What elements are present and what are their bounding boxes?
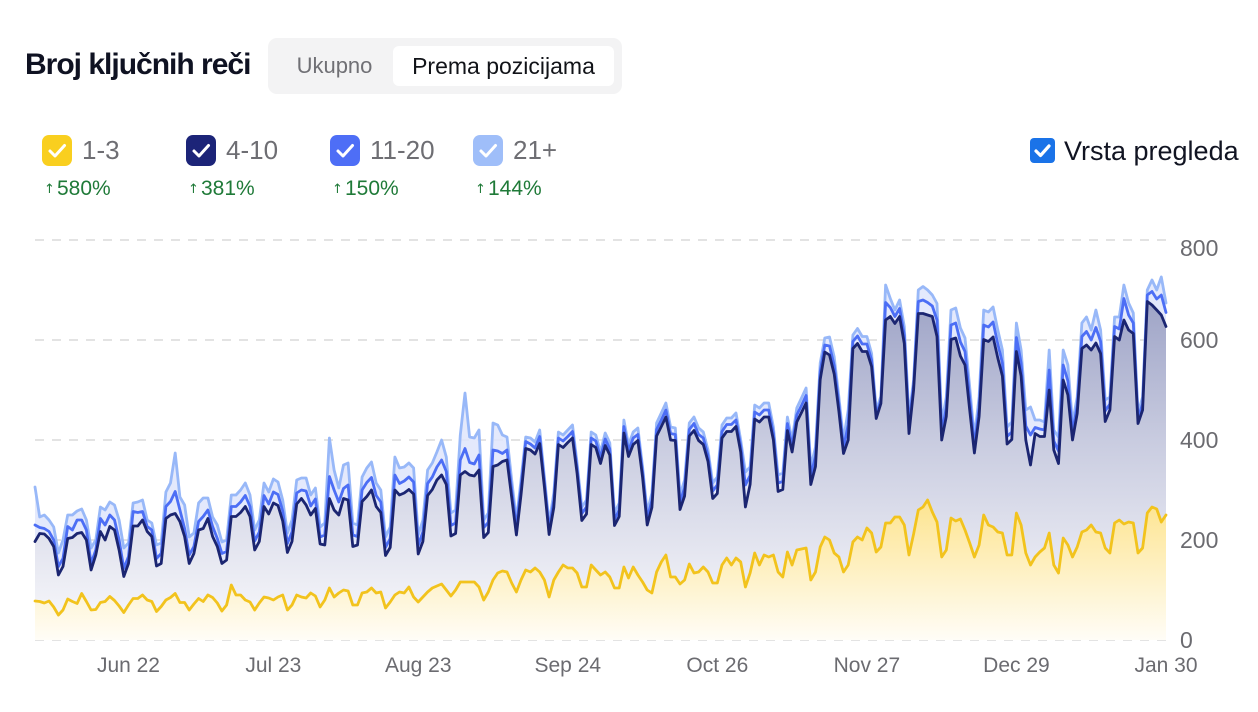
legend-label: 21+ — [513, 135, 558, 165]
change-value: 580% — [57, 177, 111, 200]
x-tick-label: Jun 22 — [97, 654, 160, 677]
arrow-up-icon: ↑ — [332, 182, 343, 197]
y-tick-label: 200 — [1180, 527, 1218, 553]
y-tick-label: 0 — [1180, 627, 1193, 653]
change-value: 144% — [488, 177, 542, 200]
arrow-up-icon: ↑ — [44, 182, 55, 197]
legend-label: 4-10 — [226, 135, 279, 165]
y-tick-label: 400 — [1180, 427, 1218, 453]
checkbox-checked-icon[interactable] — [330, 135, 360, 166]
x-tick-label: Oct 26 — [686, 654, 748, 677]
change-indicator: ↑580% — [42, 176, 111, 202]
legend-item-1-3[interactable]: 1-3 ↑580% — [42, 135, 172, 205]
x-tick-label: Jan 30 — [1134, 654, 1197, 677]
legend-item-11-20[interactable]: 11-20 ↑150% — [330, 135, 460, 205]
x-axis: Jun 22 Jul 23 Aug 23 Sep 24 Oct 26 Nov 27 Dec … — [97, 654, 1198, 677]
checkbox-checked-icon[interactable] — [1030, 138, 1055, 163]
legend-item-4-10[interactable]: 4-10 ↑381% — [186, 135, 316, 205]
x-tick-label: Jul 23 — [245, 654, 301, 677]
series-lines — [33, 275, 1168, 617]
x-tick-label: Dec 29 — [983, 654, 1050, 677]
change-indicator: ↑144% — [473, 176, 542, 202]
x-tick-label: Nov 27 — [834, 654, 901, 677]
checkbox-checked-icon[interactable] — [186, 135, 216, 166]
legend-item-21plus[interactable]: 21+ ↑144% — [473, 135, 603, 205]
page-title: Broj ključnih reči — [25, 48, 251, 81]
tab-prema-pozicijama[interactable]: Prema pozicijama — [393, 46, 614, 86]
arrow-up-icon: ↑ — [475, 182, 486, 197]
change-value: 381% — [201, 177, 255, 200]
legend-label: 11-20 — [370, 135, 435, 165]
tab-ukupno[interactable]: Ukupno — [296, 53, 373, 78]
arrow-up-icon: ↑ — [188, 182, 199, 197]
change-value: 150% — [345, 177, 399, 200]
checkbox-checked-icon[interactable] — [42, 135, 72, 166]
view-mode-segmented-control: Ukupno Prema pozicijama — [268, 38, 622, 94]
y-tick-label: 800 — [1180, 235, 1218, 261]
change-indicator: ↑381% — [186, 176, 255, 202]
y-axis: 0 200 400 600 800 — [1180, 235, 1218, 653]
change-indicator: ↑150% — [330, 176, 399, 202]
checkbox-checked-icon[interactable] — [473, 135, 503, 166]
x-tick-label: Aug 23 — [385, 654, 452, 677]
line-4-10 — [33, 300, 1168, 578]
y-tick-label: 600 — [1180, 327, 1218, 353]
view-type-toggle[interactable]: Vrsta pregleda — [1030, 134, 1250, 168]
line-1-3 — [33, 498, 1168, 617]
x-tick-label: Sep 24 — [535, 654, 602, 677]
view-type-label: Vrsta pregleda — [1064, 136, 1239, 166]
legend-label: 1-3 — [82, 135, 120, 165]
